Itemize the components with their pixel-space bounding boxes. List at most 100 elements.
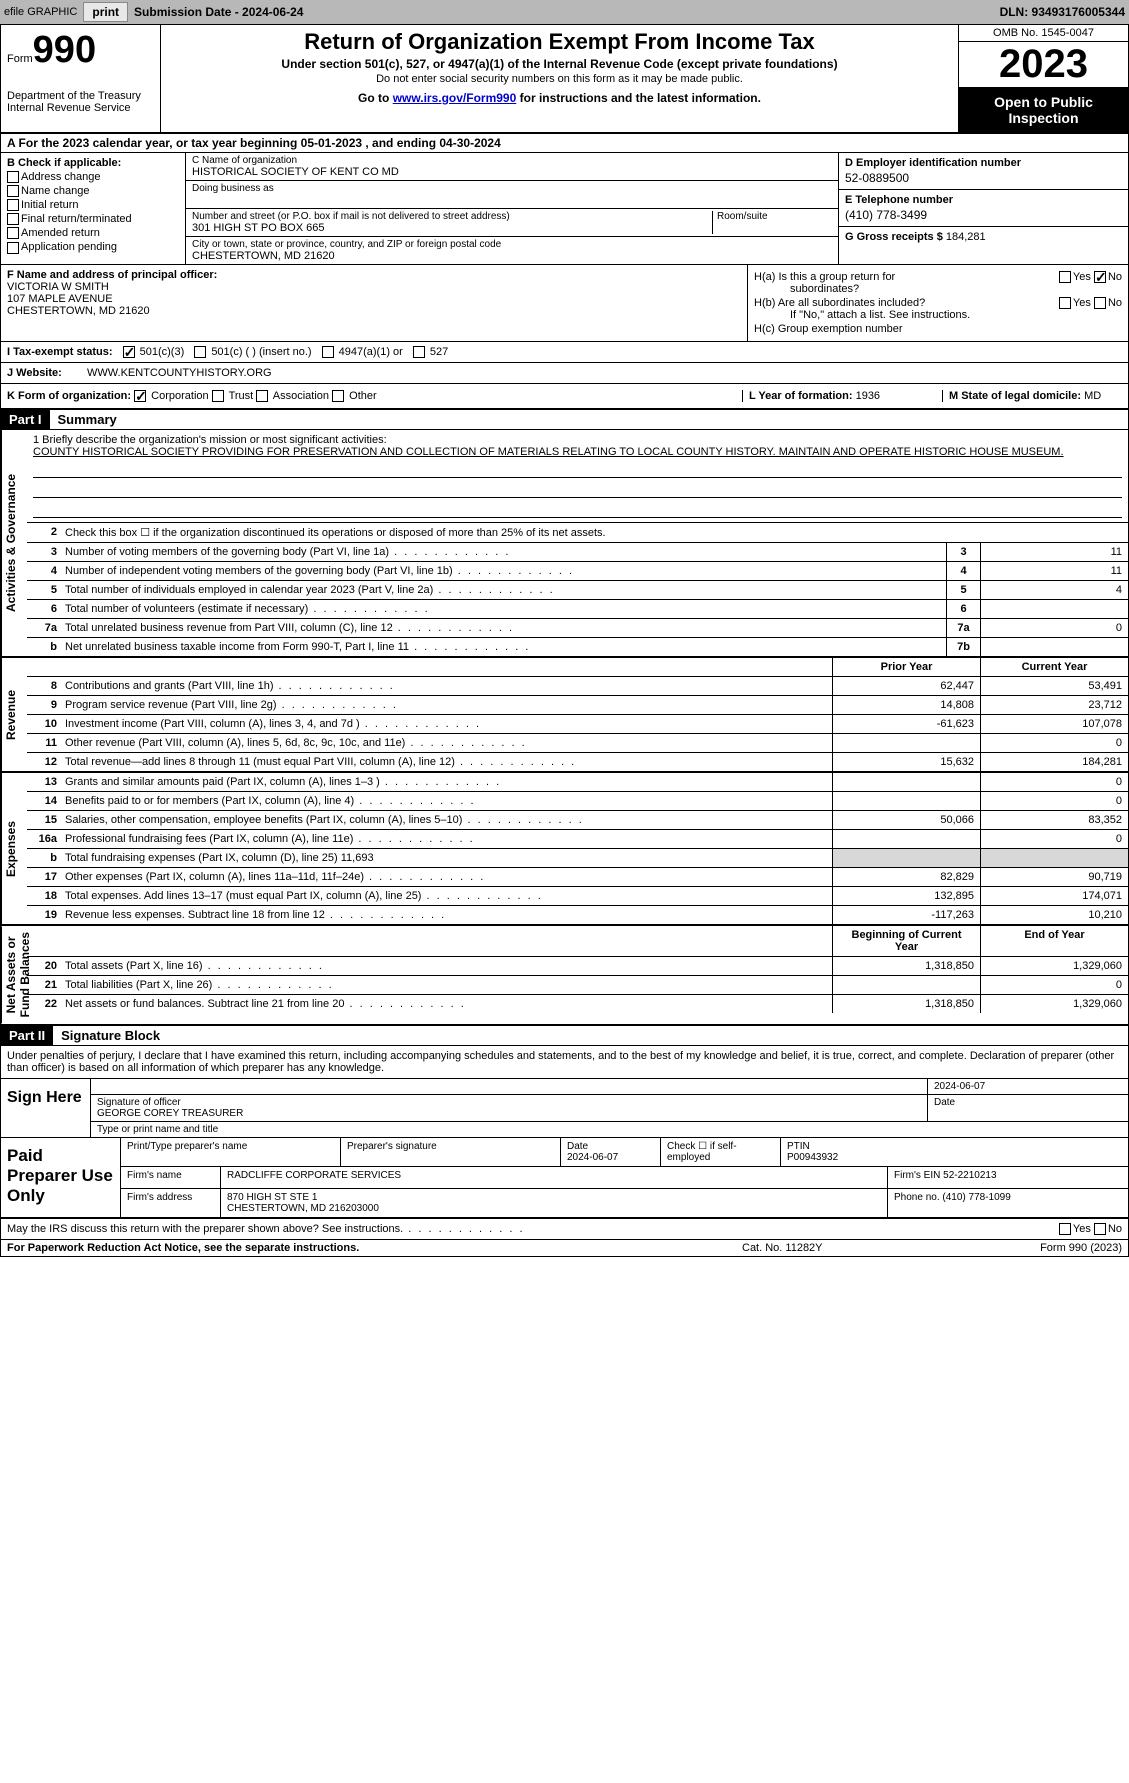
line-8: 8Contributions and grants (Part VIII, li… <box>27 677 1128 696</box>
opt-application-pending[interactable]: Application pending <box>7 241 179 253</box>
header-right: OMB No. 1545-0047 2023 Open to Public In… <box>958 25 1128 132</box>
row-f-h: F Name and address of principal officer:… <box>1 265 1128 342</box>
opt-4947[interactable]: 4947(a)(1) or <box>322 346 403 358</box>
sig-date: 2024-06-07 <box>934 1081 985 1092</box>
sig-date-label: Date <box>934 1097 955 1108</box>
line-17: 17Other expenses (Part IX, column (A), l… <box>27 868 1128 887</box>
print-button[interactable]: print <box>83 2 128 22</box>
opt-address-change[interactable]: Address change <box>7 171 179 183</box>
goto-link[interactable]: www.irs.gov/Form990 <box>393 91 517 105</box>
form-org-label: K Form of organization: <box>7 390 131 402</box>
opt-initial-return[interactable]: Initial return <box>7 199 179 211</box>
part-ii-header: Part II Signature Block <box>1 1026 1128 1046</box>
ein-label: D Employer identification number <box>845 157 1122 169</box>
col-f-officer: F Name and address of principal officer:… <box>1 265 748 341</box>
opt-final-return[interactable]: Final return/terminated <box>7 213 179 225</box>
tax-year: 2023 <box>959 42 1128 88</box>
omb-number: OMB No. 1545-0047 <box>959 25 1128 42</box>
gov-line-3: 3Number of voting members of the governi… <box>27 543 1128 562</box>
line-10: 10Investment income (Part VIII, column (… <box>27 715 1128 734</box>
state-domicile-label: M State of legal domicile: <box>949 390 1081 402</box>
sig-title-label: Type or print name and title <box>91 1122 1128 1137</box>
form-subtitle: Under section 501(c), 527, or 4947(a)(1)… <box>169 57 950 71</box>
opt-name-change[interactable]: Name change <box>7 185 179 197</box>
tax-status-label: I Tax-exempt status: <box>7 346 113 358</box>
officer-name: VICTORIA W SMITH <box>7 281 741 293</box>
line-12: 12Total revenue—add lines 8 through 11 (… <box>27 753 1128 771</box>
revenue-section: Revenue Prior Year Current Year 8Contrib… <box>1 658 1128 773</box>
phone-label: E Telephone number <box>845 194 1122 206</box>
part-ii-title: Signature Block <box>53 1026 1128 1045</box>
opt-527[interactable]: 527 <box>413 346 448 358</box>
activities-governance-section: Activities & Governance 1 Briefly descri… <box>1 430 1128 658</box>
row-a-tax-year: A For the 2023 calendar year, or tax yea… <box>1 134 1128 153</box>
discuss-no-checkbox[interactable] <box>1094 1223 1106 1235</box>
year-formation: 1936 <box>856 390 880 402</box>
efile-label: efile GRAPHIC <box>4 6 77 18</box>
firm-phone: (410) 778-1099 <box>942 1192 1010 1203</box>
mission-text: COUNTY HISTORICAL SOCIETY PROVIDING FOR … <box>33 446 1122 458</box>
prep-date-label: Date <box>567 1141 588 1152</box>
officer-addr1: 107 MAPLE AVENUE <box>7 293 741 305</box>
header-left: Form990 Department of the Treasury Inter… <box>1 25 161 132</box>
opt-amended-return[interactable]: Amended return <box>7 227 179 239</box>
year-formation-label: L Year of formation: <box>749 390 853 402</box>
form-number: 990 <box>33 29 96 71</box>
expenses-section: Expenses 13Grants and similar amounts pa… <box>1 773 1128 926</box>
goto-suffix: for instructions and the latest informat… <box>516 91 761 105</box>
line-b: bTotal fundraising expenses (Part IX, co… <box>27 849 1128 868</box>
discuss-yes-checkbox[interactable] <box>1059 1223 1071 1235</box>
opt-corporation[interactable]: Corporation <box>134 390 209 402</box>
prep-date: 2024-06-07 <box>567 1152 618 1163</box>
line-20: 20Total assets (Part X, line 16)1,318,85… <box>27 957 1128 976</box>
submission-date: Submission Date - 2024-06-24 <box>134 5 303 19</box>
line-15: 15Salaries, other compensation, employee… <box>27 811 1128 830</box>
boy-header: Beginning of Current Year <box>832 926 980 956</box>
ha-question: H(a) Is this a group return for Yes No s… <box>754 271 1122 295</box>
addr-label: Number and street (or P.O. box if mail i… <box>192 211 712 222</box>
net-assets-section: Net Assets or Fund Balances Beginning of… <box>1 926 1128 1025</box>
officer-addr2: CHESTERTOWN, MD 21620 <box>7 305 741 317</box>
opt-other[interactable]: Other <box>332 390 377 402</box>
line-14: 14Benefits paid to or for members (Part … <box>27 792 1128 811</box>
prep-name-label: Print/Type preparer's name <box>121 1138 341 1166</box>
net-assets-header: Beginning of Current Year End of Year <box>27 926 1128 957</box>
state-domicile: MD <box>1084 390 1101 402</box>
prep-check-label: Check ☐ if self-employed <box>661 1138 781 1166</box>
gov-line-6: 6Total number of volunteers (estimate if… <box>27 600 1128 619</box>
col-c-org-info: C Name of organization HISTORICAL SOCIET… <box>186 153 838 264</box>
line-19: 19Revenue less expenses. Subtract line 1… <box>27 906 1128 924</box>
org-name: HISTORICAL SOCIETY OF KENT CO MD <box>192 166 832 178</box>
firm-addr2: CHESTERTOWN, MD 216203000 <box>227 1203 379 1214</box>
paperwork-notice: For Paperwork Reduction Act Notice, see … <box>7 1242 742 1254</box>
firm-addr-label: Firm's address <box>121 1189 221 1217</box>
goto-prefix: Go to <box>358 91 393 105</box>
side-expenses: Expenses <box>1 773 27 924</box>
line-18: 18Total expenses. Add lines 13–17 (must … <box>27 887 1128 906</box>
opt-501c[interactable]: 501(c) ( ) (insert no.) <box>194 346 311 358</box>
opt-501c3[interactable]: 501(c)(3) <box>123 346 185 358</box>
line-13: 13Grants and similar amounts paid (Part … <box>27 773 1128 792</box>
line-22: 22Net assets or fund balances. Subtract … <box>27 995 1128 1013</box>
opt-trust[interactable]: Trust <box>212 390 254 402</box>
signature-intro: Under penalties of perjury, I declare th… <box>1 1046 1128 1079</box>
side-activities-governance: Activities & Governance <box>1 430 27 656</box>
mission-block: 1 Briefly describe the organization's mi… <box>27 430 1128 523</box>
sign-here-block: Sign Here 2024-06-07 Signature of office… <box>1 1079 1128 1138</box>
part-ii-badge: Part II <box>1 1026 53 1045</box>
form-footer: For Paperwork Reduction Act Notice, see … <box>1 1240 1128 1256</box>
part-i-header: Part I Summary <box>1 410 1128 430</box>
gov-line-4: 4Number of independent voting members of… <box>27 562 1128 581</box>
row-i-tax-status: I Tax-exempt status: 501(c)(3) 501(c) ( … <box>1 342 1128 363</box>
discuss-text: May the IRS discuss this return with the… <box>7 1223 403 1235</box>
ptin-label: PTIN <box>787 1141 810 1152</box>
line-11: 11Other revenue (Part VIII, column (A), … <box>27 734 1128 753</box>
ein-cell: D Employer identification number 52-0889… <box>839 153 1128 190</box>
part-i-badge: Part I <box>1 410 50 429</box>
col-b-label: B Check if applicable: <box>7 157 179 169</box>
ein-value: 52-0889500 <box>845 171 1122 185</box>
opt-association[interactable]: Association <box>256 390 329 402</box>
ptin-value: P00943932 <box>787 1152 838 1163</box>
addr-cell: Number and street (or P.O. box if mail i… <box>186 209 838 237</box>
org-address: 301 HIGH ST PO BOX 665 <box>192 222 712 234</box>
